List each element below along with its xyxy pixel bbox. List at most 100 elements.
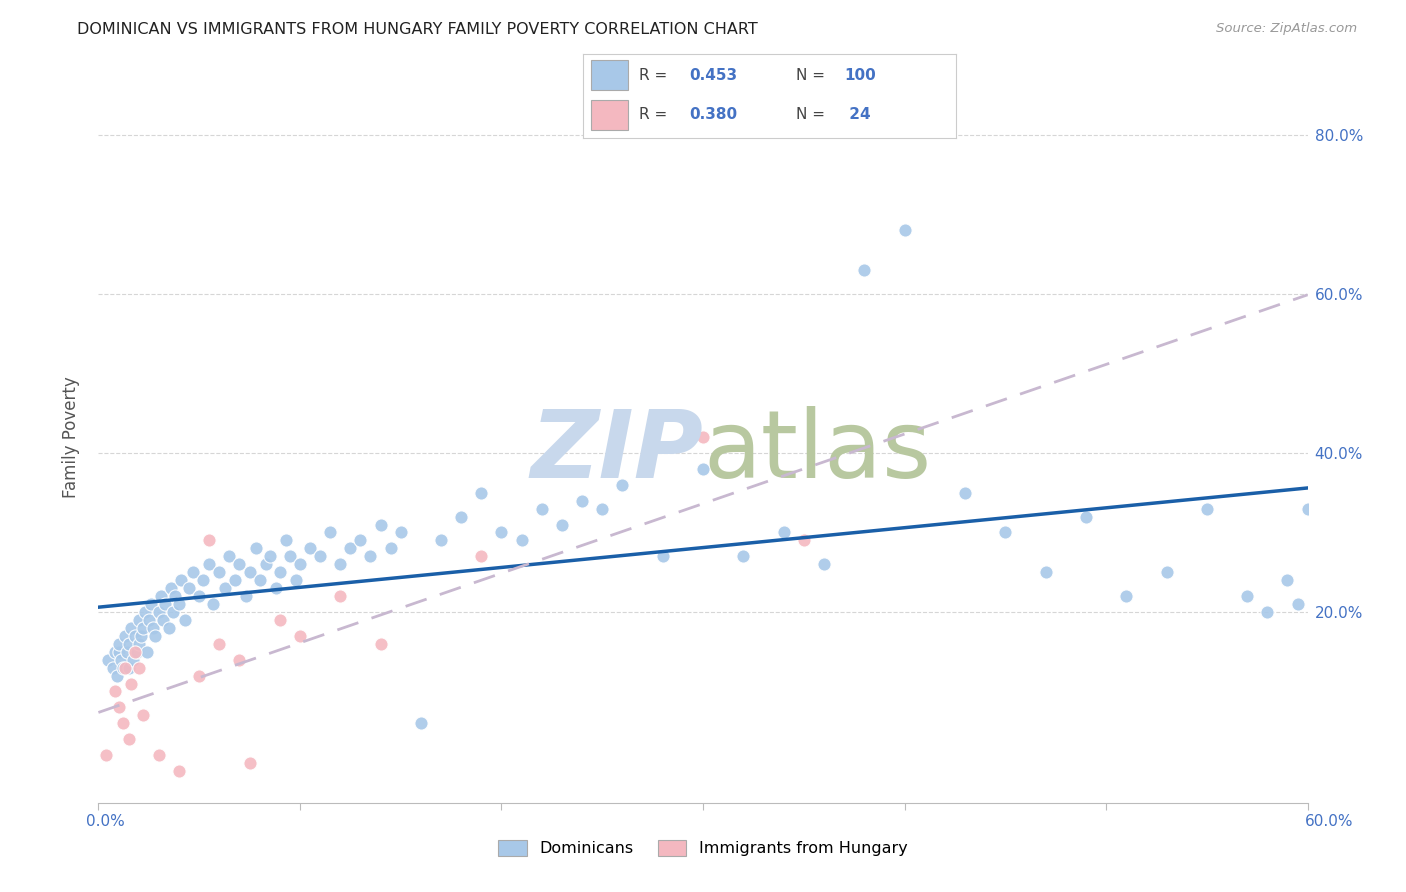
Point — [132, 708, 155, 723]
Point — [118, 660, 141, 674]
Point — [470, 549, 492, 564]
Point — [278, 549, 301, 564]
Point — [135, 645, 157, 659]
Point — [202, 597, 225, 611]
Point — [193, 573, 215, 587]
Point — [148, 605, 170, 619]
Text: N =: N = — [796, 107, 830, 122]
Text: 0.0%: 0.0% — [86, 814, 125, 829]
Point — [1256, 605, 1278, 619]
Point — [167, 764, 190, 778]
Point — [228, 653, 250, 667]
Point — [224, 573, 246, 587]
Point — [329, 589, 352, 603]
Point — [612, 477, 634, 491]
Point — [772, 525, 794, 540]
Point — [105, 668, 128, 682]
Point — [125, 645, 148, 659]
Point — [853, 263, 876, 277]
Point — [179, 581, 201, 595]
Point — [110, 653, 132, 667]
Point — [409, 716, 432, 731]
Text: atlas: atlas — [703, 406, 931, 498]
Bar — [591, 100, 628, 130]
Point — [389, 525, 412, 540]
Point — [450, 509, 472, 524]
Point — [571, 493, 593, 508]
Text: R =: R = — [640, 68, 672, 83]
Point — [107, 700, 129, 714]
Point — [793, 533, 815, 548]
Point — [239, 566, 262, 580]
Point — [124, 645, 146, 659]
Point — [274, 533, 297, 548]
Point — [148, 748, 170, 763]
Point — [120, 621, 142, 635]
Point — [149, 589, 172, 603]
Point — [121, 653, 143, 667]
Point — [264, 581, 287, 595]
Point — [170, 573, 193, 587]
Point — [115, 645, 138, 659]
Point — [114, 660, 136, 674]
Point — [1035, 566, 1057, 580]
Point — [249, 573, 271, 587]
Point — [692, 462, 714, 476]
Point — [120, 676, 142, 690]
Point — [530, 501, 553, 516]
Point — [245, 541, 267, 556]
Point — [254, 558, 277, 572]
Point — [651, 549, 673, 564]
Point — [128, 637, 150, 651]
Point — [181, 566, 204, 580]
Point — [107, 637, 129, 651]
Point — [107, 645, 129, 659]
Point — [329, 558, 352, 572]
Text: 60.0%: 60.0% — [1305, 814, 1353, 829]
Point — [188, 668, 211, 682]
Point — [733, 549, 755, 564]
Point — [1156, 566, 1178, 580]
Point — [162, 605, 184, 619]
Text: R =: R = — [640, 107, 672, 122]
Point — [228, 558, 250, 572]
Point — [111, 660, 134, 674]
Point — [103, 684, 125, 698]
Point — [198, 558, 221, 572]
Point — [319, 525, 342, 540]
Point — [124, 629, 146, 643]
Point — [118, 637, 141, 651]
Point — [129, 629, 152, 643]
Point — [208, 566, 231, 580]
Point — [551, 517, 574, 532]
Point — [491, 525, 513, 540]
Point — [157, 621, 180, 635]
Point — [470, 485, 492, 500]
Point — [239, 756, 262, 770]
Point — [510, 533, 533, 548]
Point — [813, 558, 835, 572]
Text: 0.453: 0.453 — [690, 68, 738, 83]
Text: 0.380: 0.380 — [690, 107, 738, 122]
Point — [692, 430, 714, 444]
Point — [1296, 501, 1319, 516]
Point — [152, 613, 174, 627]
Point — [132, 621, 155, 635]
Bar — [591, 61, 628, 90]
Point — [174, 613, 197, 627]
Point — [111, 716, 134, 731]
Point — [269, 566, 291, 580]
Text: 24: 24 — [844, 107, 870, 122]
Point — [103, 645, 125, 659]
Point — [128, 660, 150, 674]
Text: 100: 100 — [844, 68, 876, 83]
Point — [101, 660, 124, 674]
Text: N =: N = — [796, 68, 830, 83]
Point — [114, 629, 136, 643]
Point — [1277, 573, 1299, 587]
Point — [1236, 589, 1258, 603]
Point — [143, 629, 166, 643]
Legend: Dominicans, Immigrants from Hungary: Dominicans, Immigrants from Hungary — [491, 831, 915, 864]
Point — [284, 573, 307, 587]
Point — [235, 589, 257, 603]
